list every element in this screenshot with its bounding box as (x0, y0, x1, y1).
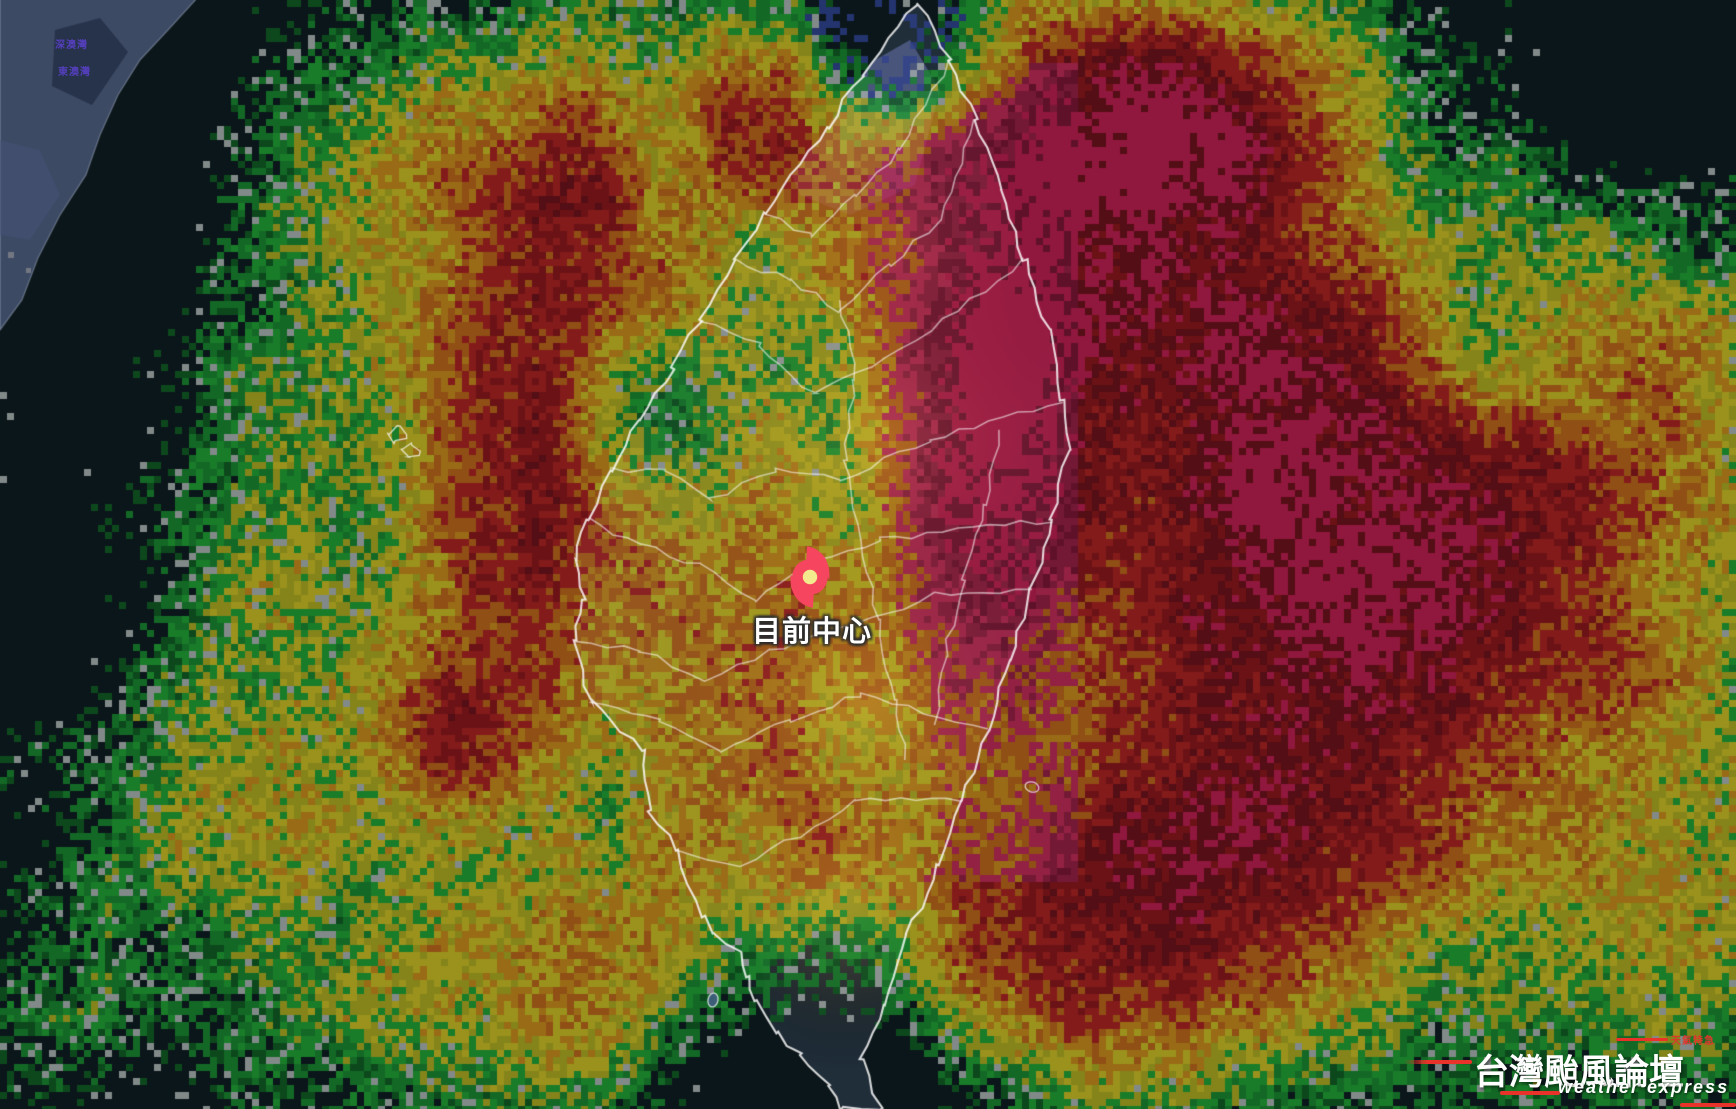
typhoon-icon (790, 546, 830, 608)
logo-title: 台灣颱風論壇 (1474, 1053, 1685, 1092)
logo-tagline: 天氣特急 (1671, 1036, 1715, 1047)
logo-red-dash (1404, 1060, 1472, 1064)
logo-red-corner-line (1680, 1103, 1736, 1107)
basemap-bay-label-1: 深澳灣 (55, 40, 88, 51)
typhoon-icon-eye (802, 569, 818, 585)
logo-red-line-small (1616, 1038, 1668, 1041)
logo-subtitle: weather express (1558, 1077, 1730, 1097)
typhoon-center-label: 目前中心 (751, 616, 872, 648)
logo-red-underline (1500, 1091, 1560, 1095)
basemap-bay-label-2: 東澳灣 (58, 67, 91, 78)
